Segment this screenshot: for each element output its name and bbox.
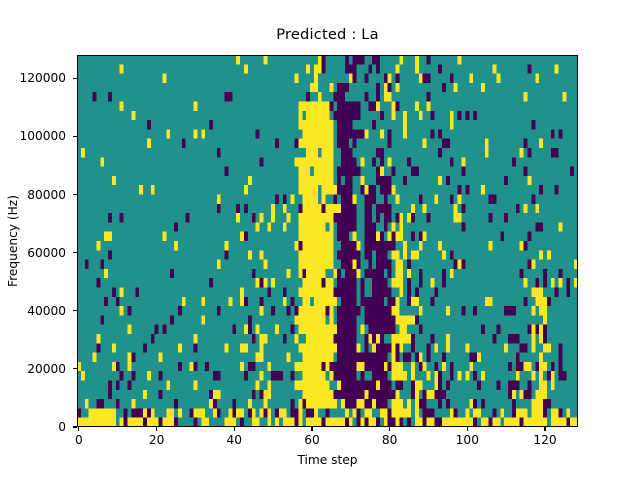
x-tick-label: 100 (455, 433, 479, 447)
y-axis-label: Frequency (Hz) (6, 195, 20, 287)
x-tick-mark (389, 427, 391, 431)
y-tick-mark (73, 310, 77, 312)
x-tick-mark (544, 427, 546, 431)
y-tick-label: 60000 (27, 245, 66, 260)
y-tick-label: 20000 (27, 361, 66, 376)
y-tick-mark (73, 368, 77, 370)
chart-title: Predicted : La (276, 26, 379, 43)
y-tick-label: 40000 (27, 303, 66, 318)
y-tick-mark (73, 135, 77, 137)
y-tick-mark (73, 193, 77, 196)
x-tick-mark (156, 427, 158, 431)
x-tick-label: 60 (304, 433, 320, 447)
x-tick-mark (311, 427, 313, 431)
x-tick-mark (233, 427, 235, 431)
x-tick-label: 80 (381, 433, 398, 447)
y-tick-label: 120000 (19, 71, 66, 86)
y-tick-label: 80000 (27, 187, 66, 202)
x-tick-label: 20 (148, 433, 165, 447)
x-tick-label: 40 (226, 433, 243, 447)
heatmap-image (78, 56, 577, 426)
y-tick-label: 100000 (19, 129, 66, 144)
y-tick-mark (73, 77, 77, 79)
y-tick-mark (73, 252, 77, 254)
x-axis-label: Time step (297, 453, 358, 467)
x-tick-label: 120 (533, 433, 557, 447)
x-tick-mark (466, 427, 468, 431)
heatmap-axes (77, 55, 578, 427)
y-tick-label: 0 (58, 420, 66, 434)
x-tick-mark (78, 427, 80, 431)
x-tick-label: 0 (75, 433, 83, 447)
y-tick-mark (73, 426, 77, 428)
